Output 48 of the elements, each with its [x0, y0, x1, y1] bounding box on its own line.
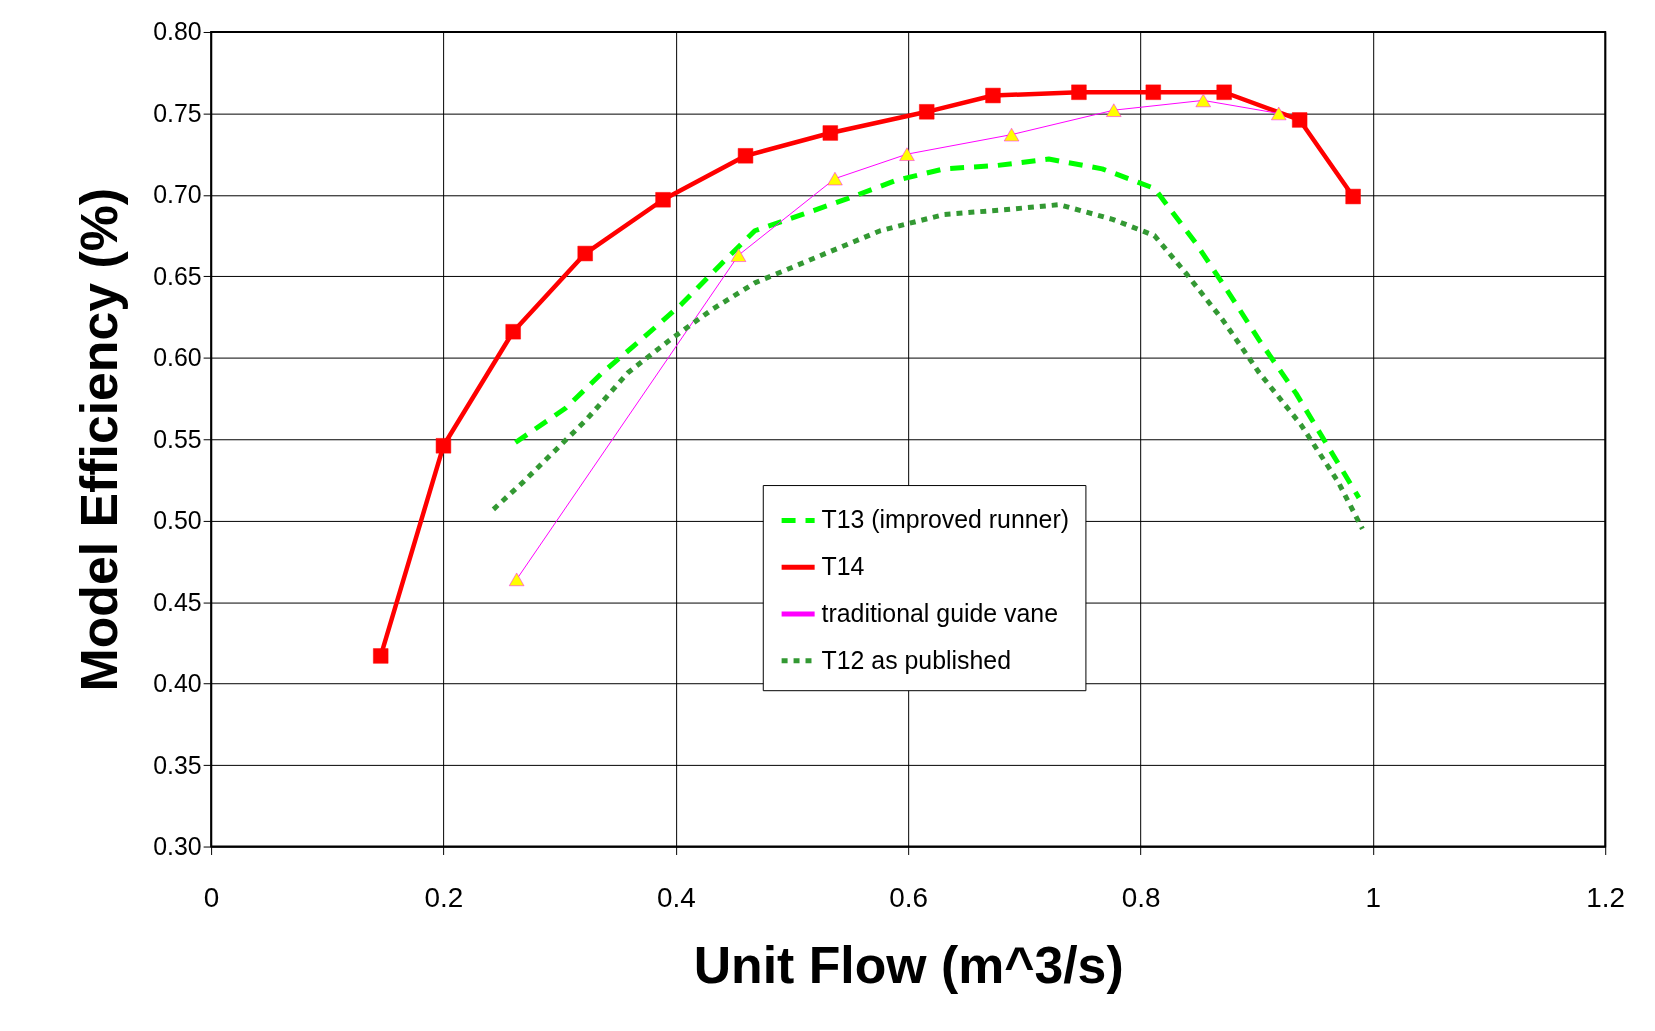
point	[1003, 127, 1020, 142]
x-tick-label: 0.6	[889, 881, 929, 913]
y-tick-label: 0.55	[153, 424, 202, 453]
x-tick-label: 0.2	[424, 881, 464, 913]
point	[1271, 106, 1287, 121]
y-tick-label: 0.80	[153, 17, 202, 46]
point	[985, 87, 1001, 104]
point	[919, 104, 935, 120]
x-tick-label: 0.4	[656, 881, 696, 913]
y-tick-label: 0.40	[153, 669, 202, 698]
point	[1145, 84, 1161, 100]
y-tick-label: 0.70	[153, 180, 202, 209]
x-tick-label: 1	[1365, 881, 1382, 913]
y-tick-label: 0.50	[153, 506, 202, 535]
point	[822, 125, 838, 141]
x-tick-label: 1.2	[1586, 881, 1626, 913]
point	[1345, 188, 1361, 205]
legend-label: T14	[821, 552, 865, 581]
point	[1216, 84, 1232, 100]
y-tick-label: 0.30	[153, 832, 202, 860]
legend-label: traditional guide vane	[821, 598, 1059, 627]
y-axis-title: Model Efficiency (%)	[70, 188, 129, 692]
point	[899, 147, 915, 161]
point	[737, 148, 754, 164]
point	[577, 245, 593, 262]
legend-label: T13 (improved runner)	[821, 505, 1069, 534]
point	[827, 171, 843, 186]
point	[435, 438, 452, 454]
point	[373, 648, 389, 664]
point	[1106, 103, 1122, 117]
y-tick-label: 0.35	[153, 750, 202, 779]
point	[1071, 84, 1087, 100]
y-tick-label: 0.75	[153, 98, 202, 127]
x-axis-title: Unit Flow (m^3/s)	[693, 936, 1124, 995]
point	[1292, 112, 1308, 128]
point	[1195, 93, 1211, 108]
point	[505, 324, 521, 340]
y-tick-label: 0.45	[153, 587, 202, 616]
point	[509, 572, 525, 587]
x-tick-label: 0	[203, 881, 220, 913]
line-series	[490, 202, 1365, 532]
legend-label: T12 as published	[821, 645, 1011, 674]
point	[655, 192, 671, 208]
line-series	[513, 156, 1362, 501]
y-tick-label: 0.60	[153, 343, 202, 372]
y-tick-label: 0.65	[153, 261, 202, 290]
x-tick-label: 0.8	[1121, 881, 1161, 913]
point	[730, 248, 747, 262]
